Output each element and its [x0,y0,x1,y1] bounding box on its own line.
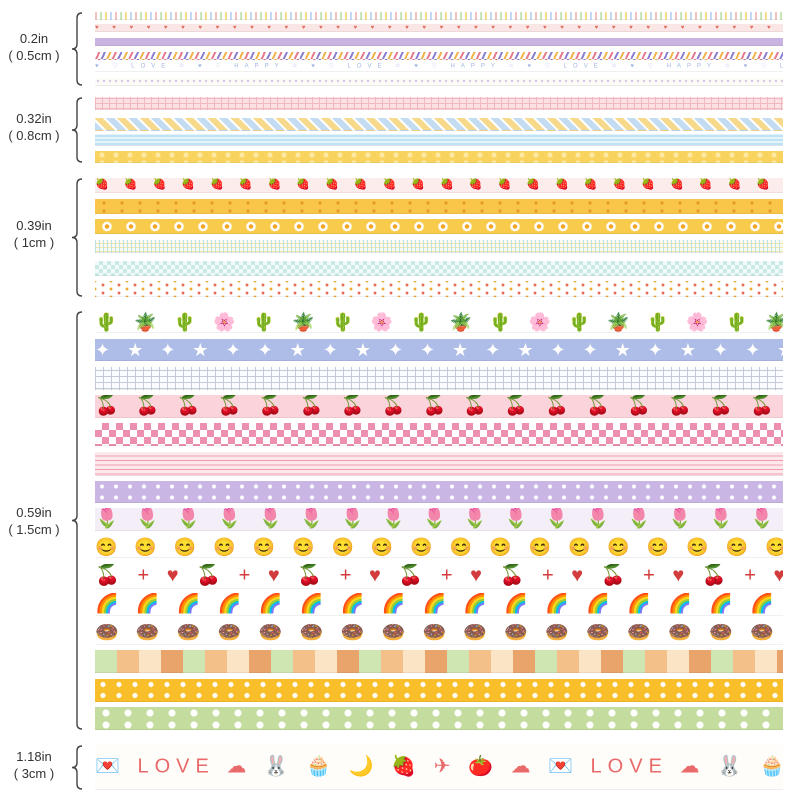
candy-stripe-tape [95,52,783,60]
width-label-3: 0.59in ( 1.5cm ) [0,504,68,538]
love-text-tape: ♥ ♡ LOVE ☆ ♥ ♡ HAPPY ☆ ♥ ♡ LOVE ☆ ♥ ♡ HA… [95,63,783,72]
tape-pattern-icon: 🍒 + ♥ 🍒 + ♥ 🍒 + ♥ 🍒 + ♥ 🍒 + ♥ 🍒 + ♥ 🍒 + … [95,564,783,587]
tape-pattern-icon: 💌 LOVE ☁ 🐰 🧁 🌙 🍓 ✈ 🍅 ☁ 💌 LOVE ☁ 🐰 🧁 🌙 🍓 … [95,755,783,778]
pastel-argyle-tape [95,118,783,131]
tape-pattern-icon: 🌷 🌷 🌷 🌷 🌷 🌷 🌷 🌷 🌷 🌷 🌷 🌷 🌷 🌷 🌷 🌷 🌷 🌷 🌷 🌷 … [95,508,783,530]
width-centimeters: ( 1.5cm ) [8,522,60,537]
hearts-tape: ♥ ♥ ♥ ♥ ♥ ♥ ♥ ♥ ♥ ♥ ♥ ♥ ♥ ♥ ♥ ♥ ♥ ♥ ♥ ♥ … [95,24,783,32]
strawberry-tape: 🍓 🍓 🍓 🍓 🍓 🍓 🍓 🍓 🍓 🍓 🍓 🍓 🍓 🍓 🍓 🍓 🍓 🍓 🍓 🍓 … [95,178,783,193]
lavender-solid-tape [95,38,783,46]
curly-brace-icon [71,178,83,297]
tape-pattern-icon: ♥ ♥ ♥ ♥ ♥ ♥ ♥ ♥ ♥ ♥ ♥ ♥ ♥ ♥ ♥ ♥ ♥ ♥ ♥ ♥ … [95,24,783,31]
yellow-daisy-tape [95,679,783,702]
width-label-0: 0.2in ( 0.5cm ) [0,30,68,64]
rainbow-arc-tape: 🌈 🌈 🌈 🌈 🌈 🌈 🌈 🌈 🌈 🌈 🌈 🌈 🌈 🌈 🌈 🌈 🌈 🌈 🌈 🌈 … [95,593,783,616]
rainbow-ticks-tape [95,12,783,20]
tulip-tape: 🌷 🌷 🌷 🌷 🌷 🌷 🌷 🌷 🌷 🌷 🌷 🌷 🌷 🌷 🌷 🌷 🌷 🌷 🌷 🌷 … [95,508,783,531]
pink-grid-tape [95,97,783,110]
tape-pattern-icon: 🌈 🌈 🌈 🌈 🌈 🌈 🌈 🌈 🌈 🌈 🌈 🌈 🌈 🌈 🌈 🌈 🌈 🌈 🌈 🌈 … [95,593,783,615]
dotted-pastel-tape [95,78,783,86]
yellow-dots-tape [95,199,783,214]
width-inches: 0.32in [16,111,52,126]
lilac-flower-tape [95,481,783,503]
curly-brace-icon [71,745,83,790]
tape-pattern-icon: ✦ ★ ✦ ★ ✦ ✦ ★ ✦ ★ ✦ ✦ ★ ✦ ★ ✦ ✦ ★ ✦ ★ ✦ … [95,339,783,360]
tape-pattern-icon: 🍩 🍩 🍩 🍩 🍩 🍩 🍩 🍩 🍩 🍩 🍩 🍩 🍩 🍩 🍩 🍩 🍩 🍩 🍩 🍩 … [95,622,783,644]
smiley-tape: 😊 😊 😊 😊 😊 😊 😊 😊 😊 😊 😊 😊 😊 😊 😊 😊 😊 😊 😊 😊 … [95,536,783,558]
width-centimeters: ( 0.8cm ) [8,128,60,143]
donut-tape: 🍩 🍩 🍩 🍩 🍩 🍩 🍩 🍩 🍩 🍩 🍩 🍩 🍩 🍩 🍩 🍩 🍩 🍩 🍩 🍩 … [95,622,783,645]
width-inches: 1.18in [16,749,52,764]
tape-pattern-icon: 🍓 🍓 🍓 🍓 🍓 🍓 🍓 🍓 🍓 🍓 🍓 🍓 🍓 🍓 🍓 🍓 🍓 🍓 🍓 🍓 … [95,178,783,191]
width-label-1: 0.32in ( 0.8cm ) [0,110,68,144]
width-label-2: 0.39in ( 1cm ) [0,217,68,251]
width-label-4: 1.18in ( 3cm ) [0,748,68,782]
pink-stripes-tape [95,452,783,476]
cherry-bow-tape: 🍒 + ♥ 🍒 + ♥ 🍒 + ♥ 🍒 + ♥ 🍒 + ♥ 🍒 + ♥ 🍒 + … [95,564,783,589]
curly-brace-icon [71,311,83,730]
fried-egg-tape [95,219,783,234]
tape-pattern-icon: ♥ ♡ LOVE ☆ ♥ ♡ HAPPY ☆ ♥ ♡ LOVE ☆ ♥ ♡ HA… [95,63,783,70]
pink-checker-tape [95,423,783,446]
curly-brace-icon [71,12,83,86]
mint-gingham-tape [95,240,783,253]
blue-lines-tape [95,134,783,146]
width-centimeters: ( 3cm ) [13,766,55,781]
cactus-tape: 🌵 🪴 🌵 🌸 🌵 🪴 🌵 🌸 🌵 🪴 🌵 🌸 🌵 🪴 🌵 🌸 🌵 🪴 🌵 🌸 … [95,311,783,333]
tape-pattern-icon: 🌵 🪴 🌵 🌸 🌵 🪴 🌵 🌸 🌵 🪴 🌵 🌸 🌵 🪴 🌵 🌸 🌵 🪴 🌵 🌸 … [95,311,783,332]
doodle-tape: 💌 LOVE ☁ 🐰 🧁 🌙 🍓 ✈ 🍅 ☁ 💌 LOVE ☁ 🐰 🧁 🌙 🍓 … [95,745,783,790]
width-centimeters: ( 0.5cm ) [8,48,60,63]
autumn-blocks-tape [95,650,783,673]
tape-pattern-icon: 🍒 🍒 🍒 🍒 🍒 🍒 🍒 🍒 🍒 🍒 🍒 🍒 🍒 🍒 🍒 🍒 🍒 🍒 🍒 🍒 … [95,395,783,417]
yellow-floral-tape [95,151,783,163]
width-centimeters: ( 1cm ) [13,235,55,250]
width-inches: 0.2in [19,31,49,46]
width-inches: 0.59in [16,505,52,520]
confetti-dots-tape [95,281,783,297]
periwinkle-stars-tape: ✦ ★ ✦ ★ ✦ ✦ ★ ✦ ★ ✦ ✦ ★ ✦ ★ ✦ ✦ ★ ✦ ★ ✦ … [95,339,783,361]
width-inches: 0.39in [16,218,52,233]
teal-checker-tape [95,261,783,276]
grey-grid-tape [95,367,783,390]
tape-pattern-icon: 😊 😊 😊 😊 😊 😊 😊 😊 😊 😊 😊 😊 😊 😊 😊 😊 😊 😊 😊 😊 … [95,536,783,557]
green-floral-tape [95,707,783,730]
curly-brace-icon [71,97,83,163]
cherry-tape: 🍒 🍒 🍒 🍒 🍒 🍒 🍒 🍒 🍒 🍒 🍒 🍒 🍒 🍒 🍒 🍒 🍒 🍒 🍒 🍒 … [95,395,783,418]
